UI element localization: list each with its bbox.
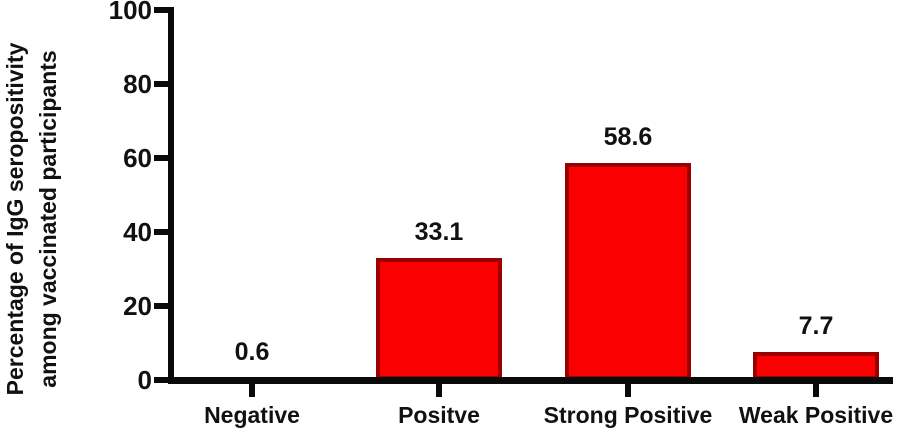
y-tick — [154, 377, 168, 383]
y-tick-label: 0 — [137, 365, 152, 395]
y-axis-line — [168, 7, 174, 384]
x-tick — [436, 384, 442, 397]
y-axis-title-line1: Percentage of IgG seropositivity — [2, 42, 28, 396]
x-category-label: Weak Positive — [738, 402, 894, 428]
y-tick — [154, 229, 168, 235]
x-axis-line — [168, 377, 893, 384]
y-axis-title: Percentage of IgG seropositivity among v… — [0, 0, 65, 434]
y-tick-label: 100 — [108, 0, 152, 25]
y-tick — [154, 155, 168, 161]
y-tick-label: 20 — [123, 291, 152, 321]
bar-value-label: 58.6 — [603, 123, 653, 152]
bar-value-label: 33.1 — [414, 217, 464, 246]
y-tick-label: 80 — [123, 69, 152, 99]
x-tick — [249, 384, 255, 397]
y-tick — [154, 81, 168, 87]
x-category-label: Positve — [398, 402, 480, 428]
x-tick — [813, 384, 819, 397]
x-category-label: Negative — [204, 402, 300, 428]
x-category-label: Strong Positive — [543, 402, 713, 428]
y-tick-label: 60 — [123, 143, 152, 173]
bar-value-label: 7.7 — [798, 311, 834, 340]
bar — [376, 257, 502, 380]
bar-value-label: 0.6 — [234, 337, 270, 366]
x-tick — [625, 384, 631, 397]
bar — [565, 163, 691, 380]
y-tick — [154, 7, 168, 13]
y-axis-title-line2: among vaccinated participants — [35, 50, 61, 388]
y-tick-label: 40 — [123, 217, 152, 247]
y-tick — [154, 303, 168, 309]
bar — [753, 351, 879, 380]
